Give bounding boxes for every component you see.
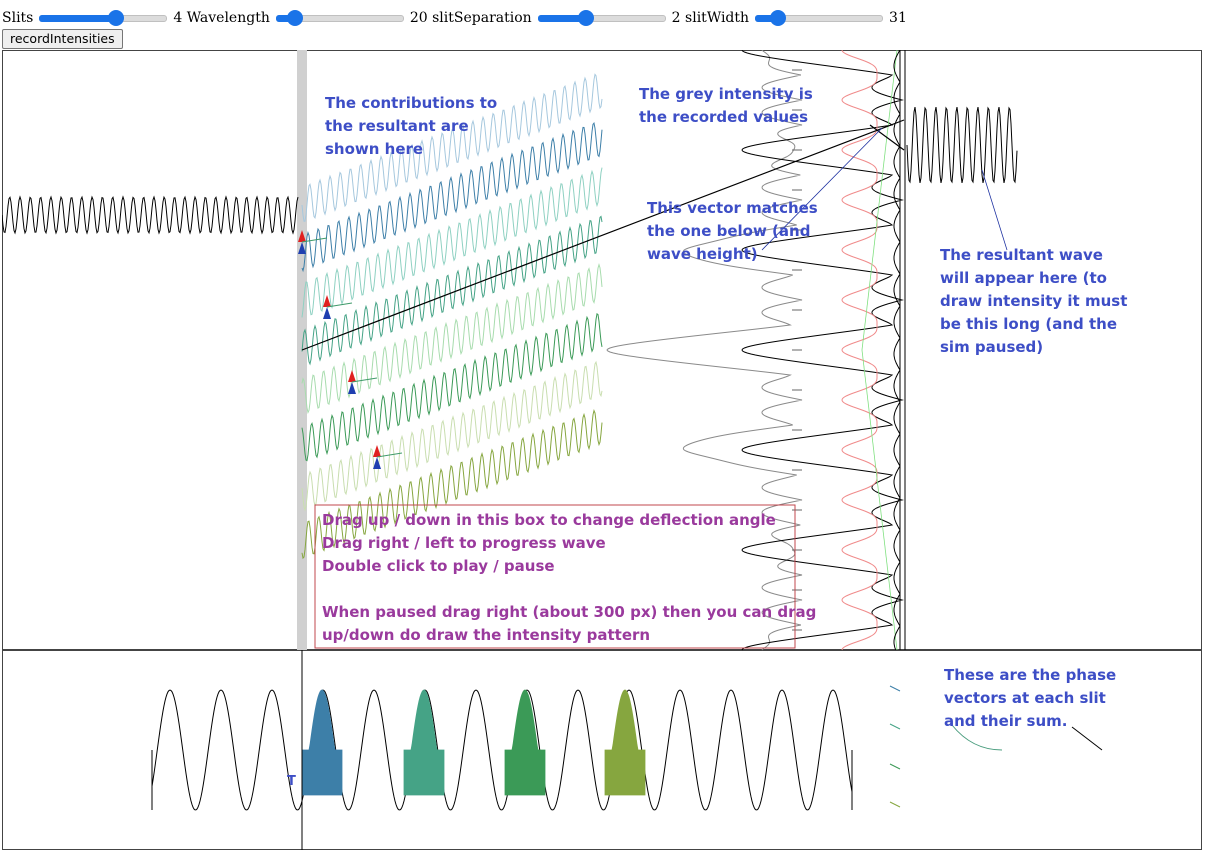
phase-vector — [890, 764, 900, 769]
phase-vector — [890, 724, 900, 729]
single-slit-pattern — [842, 50, 877, 650]
wavelength-label: Wavelength — [187, 10, 270, 26]
resultant-wave-note: The resultant wave will appear here (to … — [940, 246, 1133, 356]
phase-sum-vector — [1072, 727, 1102, 750]
resultant-vector-top — [870, 125, 904, 150]
slit-contribution-area — [302, 690, 342, 795]
slit-separation-value: 2 — [672, 10, 681, 26]
phase-vectors-note: These are the phase vectors at each slit… — [944, 666, 1121, 730]
slit-separation-label: slitSeparation — [432, 10, 532, 26]
phase-vector — [890, 802, 900, 807]
screen-wave — [894, 50, 900, 650]
contribution-wave — [302, 217, 602, 364]
phase-arrow-icon — [323, 307, 331, 319]
contributions-note: The contributions to the resultant are s… — [325, 94, 502, 158]
phase-panel-wave — [152, 690, 852, 810]
wavelength-value: 20 — [410, 10, 428, 26]
wavelength-slider[interactable] — [276, 10, 404, 26]
contribution-wave — [302, 168, 602, 318]
slit-width-label: slitWidth — [685, 10, 749, 26]
slits-label: Slits — [2, 10, 33, 26]
slits-slider[interactable] — [39, 10, 167, 26]
phase-vector — [890, 686, 900, 691]
grey-intensity-note: The grey intensity is the recorded value… — [639, 85, 818, 126]
envelope-curve — [862, 50, 897, 650]
vector-match-note: This vector matches the one below (and w… — [647, 199, 823, 263]
recorded-intensity-curve — [607, 50, 802, 650]
slit-width-value: 31 — [889, 10, 907, 26]
record-intensities-button[interactable]: recordIntensities — [2, 29, 123, 49]
time-marker: T — [287, 774, 296, 789]
slit-contribution-area — [404, 690, 444, 795]
controls-bar: Slits 4 Wavelength 20 slitSeparation 2 s… — [2, 7, 907, 29]
simulation-canvas[interactable]: The contributions to the resultant are s… — [2, 50, 1202, 850]
phase-arrow-icon — [348, 370, 356, 382]
slit-contribution-area — [605, 690, 645, 795]
slit-width-slider[interactable] — [755, 10, 883, 26]
slits-value: 4 — [173, 10, 182, 26]
resultant-wave — [907, 107, 1017, 183]
phase-arrow-icon — [352, 378, 377, 382]
incoming-wave — [2, 197, 298, 233]
phase-arrow-icon — [348, 382, 356, 394]
current-intensity-curve — [742, 50, 902, 650]
drag-box-instructions: Drag up / down in this box to change def… — [322, 511, 822, 644]
slit-separation-slider[interactable] — [538, 10, 666, 26]
